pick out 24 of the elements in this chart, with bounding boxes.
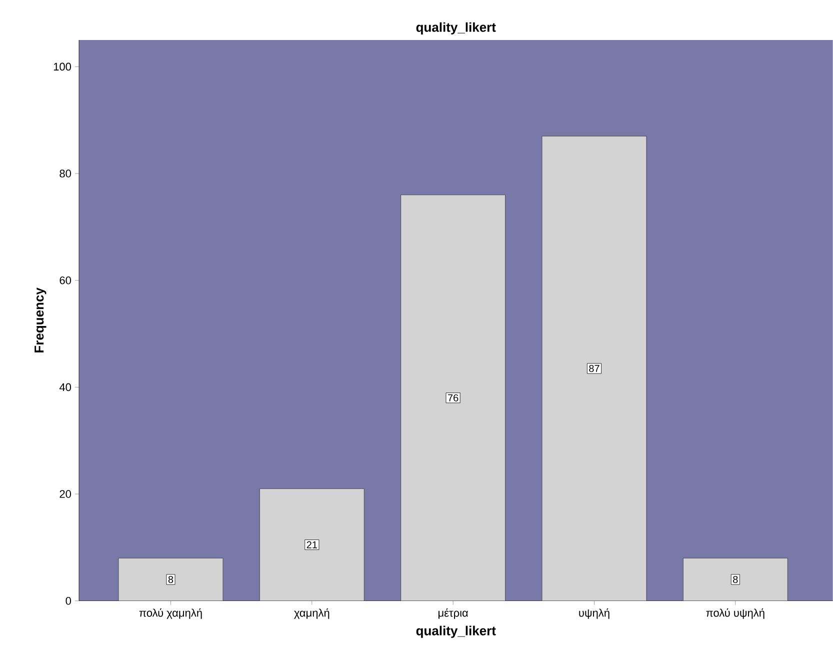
y-tick-label: 20 — [60, 490, 72, 498]
x-tick-label: πολύ υψηλή — [706, 608, 764, 620]
y-tick-label: 0 — [66, 597, 72, 605]
y-tick-label: 40 — [59, 383, 72, 392]
bar — [400, 194, 506, 601]
data-label: 8 — [168, 576, 174, 584]
x-tick-label: μέτρια — [438, 608, 468, 620]
data-label: 21 — [306, 541, 317, 548]
data-label: 76 — [448, 394, 458, 402]
y-tick-label: 100 — [54, 62, 72, 71]
x-tick-label: πολύ χαμηλή — [139, 608, 202, 620]
y-tick-label: 60 — [60, 276, 72, 284]
x-tick-label: υψηλή — [579, 608, 610, 620]
y-axis-title: Frequency — [34, 288, 46, 352]
bar — [118, 558, 224, 601]
bar — [542, 136, 647, 601]
data-label: 8 — [733, 576, 738, 584]
x-axis-title: quality_likert — [416, 626, 496, 638]
x-tick-label: χαμηλή — [294, 608, 330, 620]
data-label: 87 — [589, 365, 600, 372]
bar — [682, 558, 788, 601]
chart-title: quality_likert — [416, 22, 496, 35]
bar — [259, 488, 364, 601]
y-tick-label: 80 — [60, 170, 72, 178]
